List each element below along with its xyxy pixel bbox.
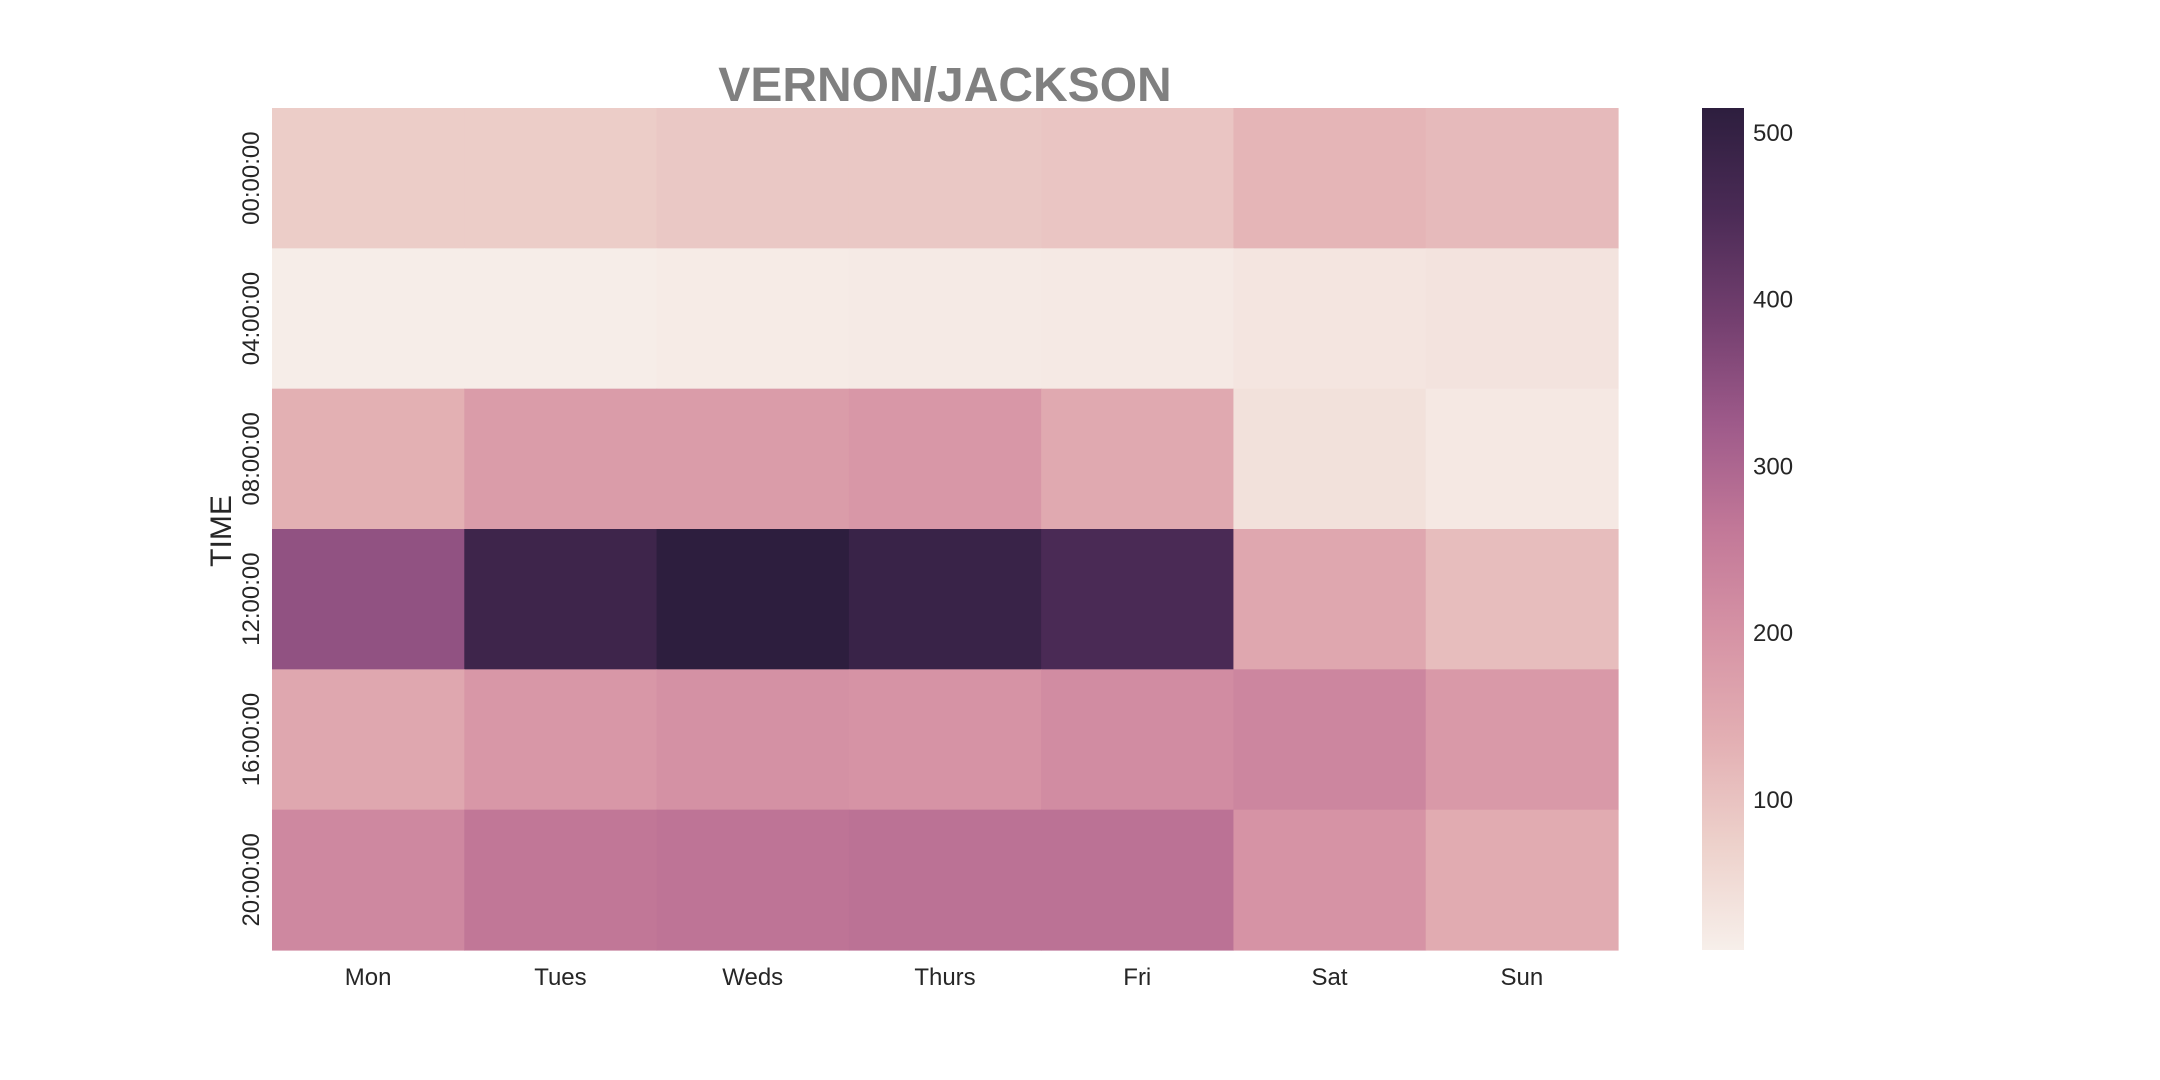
heatmap-cell [848,388,1042,530]
colorbar-tick-label: 100 [1753,787,1793,814]
heatmap-cell [1233,529,1427,670]
heatmap-cell [656,388,850,530]
x-tick-label: Weds [722,964,783,991]
y-tick-label: 16:00:00 [238,693,265,786]
x-tick-label: Sat [1312,964,1348,991]
heatmap-cell [464,529,658,670]
heatmap-cell [464,669,658,811]
y-tick-label: 20:00:00 [238,833,265,926]
heatmap-cell [848,669,1042,811]
heatmap-cell [272,248,465,390]
heatmap-cell [1041,108,1235,249]
x-tick-label: Fri [1123,964,1151,991]
heatmap-cell [1425,669,1619,811]
y-tick-label: 00:00:00 [238,131,265,224]
heatmap-cell [1041,529,1235,670]
y-tick-label: 08:00:00 [238,412,265,505]
y-tick-labels: 00:00:00 04:00:00 08:00:00 12:00:00 16:00:00… [238,131,265,926]
heatmap-cell [1233,388,1427,530]
heatmap-cell [656,669,850,811]
heatmap-cell [656,809,850,951]
heatmap-cell [1041,388,1235,530]
heatmap-cell [1425,248,1619,390]
heatmap-cell [656,529,850,670]
y-tick-label: 12:00:00 [238,552,265,645]
heatmap-cell [656,248,850,390]
colorbar-tick-label: 400 [1753,287,1793,314]
x-tick-label: Thurs [914,964,975,991]
y-axis-label: TIME [205,495,238,567]
heatmap-cell [1233,108,1427,249]
heatmap-cell [272,388,465,530]
colorbar-tick-label: 300 [1753,453,1793,480]
heatmap-cell [1233,669,1427,811]
heatmap-cell [272,108,465,249]
heatmap-cell [464,809,658,951]
chart-title: VERNON/JACKSON [718,59,1171,112]
x-tick-labels: Mon Tues Weds Thurs Fri Sat Sun [345,964,1543,991]
heatmap-cell [1425,108,1619,249]
heatmap-cell [464,108,658,249]
heatmap-cell [1233,248,1427,390]
heatmap-cell [1041,248,1235,390]
colorbar-tick-label: 500 [1753,120,1793,147]
heatmap-cell [272,809,465,951]
colorbar [1702,108,1744,950]
heatmap-cell [848,248,1042,390]
heatmap-cells [272,108,1619,951]
heatmap-cell [656,108,850,249]
heatmap-cell [848,809,1042,951]
heatmap-cell [1041,669,1235,811]
heatmap-cell [848,529,1042,670]
heatmap-cell [272,669,465,811]
y-tick-label: 04:00:00 [238,272,265,365]
colorbar-tick-label: 200 [1753,620,1793,647]
colorbar-tick-labels: 100 200 300 400 500 [1753,120,1793,814]
heatmap-cell [848,108,1042,249]
x-tick-label: Sun [1501,964,1544,991]
heatmap-cell [464,388,658,530]
x-tick-label: Tues [534,964,586,991]
heatmap-cell [464,248,658,390]
heatmap-cell [272,529,465,670]
heatmap-cell [1425,529,1619,670]
heatmap-cell [1425,809,1619,951]
heatmap-cell [1425,388,1619,530]
heatmap-cell [1233,809,1427,951]
x-tick-label: Mon [345,964,392,991]
heatmap-cell [1041,809,1235,951]
